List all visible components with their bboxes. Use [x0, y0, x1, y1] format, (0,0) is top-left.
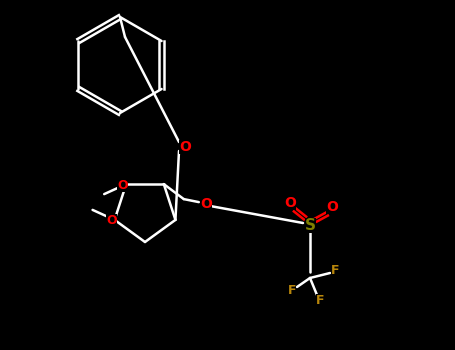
Text: S: S — [304, 217, 315, 232]
Text: O: O — [200, 197, 212, 211]
Text: O: O — [106, 215, 117, 228]
Text: F: F — [316, 294, 324, 307]
Text: O: O — [326, 200, 338, 214]
Text: O: O — [179, 140, 191, 154]
Text: F: F — [288, 284, 296, 296]
Text: O: O — [117, 178, 127, 191]
Text: F: F — [331, 264, 339, 276]
Text: O: O — [284, 196, 296, 210]
